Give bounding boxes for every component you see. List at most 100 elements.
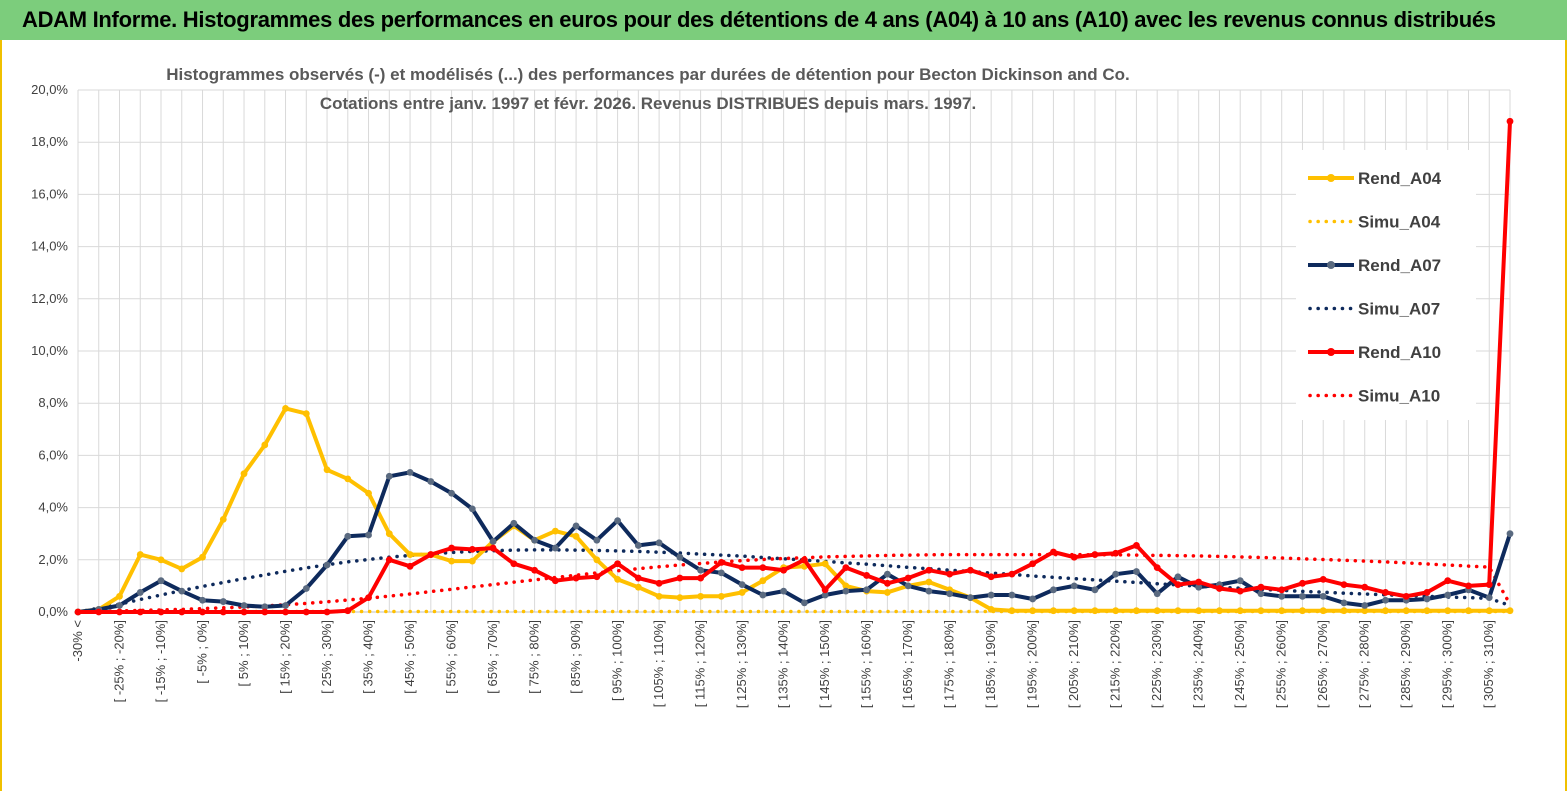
- data-point-rend_a07: [717, 569, 725, 577]
- data-point-rend_a04: [593, 556, 601, 564]
- data-point-rend_a10: [427, 551, 435, 558]
- data-point-rend_a07: [136, 589, 144, 596]
- data-point-rend_a07: [219, 598, 227, 605]
- data-point-rend_a10: [448, 544, 455, 552]
- chart-title-line: Histogrammes observés (-) et modélisés (…: [166, 65, 1130, 84]
- data-point-rend_a04: [987, 605, 995, 613]
- x-tick-label: [ 115% ; 120%]: [693, 620, 708, 707]
- data-point-rend_a10: [946, 570, 954, 578]
- data-point-rend_a07: [697, 566, 705, 574]
- data-point-rend_a10: [697, 574, 705, 582]
- data-point-rend_a10: [199, 608, 206, 616]
- title-banner: ADAM Informe. Histogrammes des performan…: [0, 0, 1567, 41]
- data-point-rend_a07: [883, 570, 891, 578]
- data-point-rend_a07: [468, 505, 476, 513]
- data-point-rend_a04: [1382, 607, 1389, 615]
- data-point-rend_a07: [655, 539, 663, 547]
- data-point-rend_a04: [1361, 607, 1369, 615]
- data-point-rend_a10: [655, 579, 663, 587]
- data-point-rend_a10: [406, 562, 414, 570]
- data-point-rend_a07: [178, 587, 186, 595]
- data-point-rend_a10: [717, 559, 725, 566]
- data-point-rend_a04: [116, 592, 123, 600]
- x-tick-label: [ 305% ; 310%]: [1481, 620, 1496, 708]
- data-point-rend_a10: [489, 544, 497, 552]
- y-tick-label: 4,0%: [38, 500, 68, 515]
- data-point-rend_a10: [1465, 582, 1472, 590]
- data-point-rend_a04: [406, 551, 414, 558]
- x-tick-label: [ 175% ; 180%]: [942, 620, 957, 708]
- y-tick-label: 10,0%: [31, 343, 68, 358]
- data-point-rend_a07: [199, 596, 206, 604]
- data-point-rend_a10: [510, 560, 518, 568]
- x-tick-label: [ 155% ; 160%]: [859, 620, 874, 708]
- data-point-rend_a10: [1382, 589, 1389, 596]
- data-point-rend_a07: [821, 591, 829, 599]
- data-point-rend_a07: [572, 522, 580, 530]
- data-point-rend_a07: [1299, 592, 1306, 600]
- data-point-rend_a07: [1236, 577, 1244, 585]
- data-point-rend_a07: [738, 581, 746, 588]
- data-point-rend_a10: [1091, 551, 1099, 558]
- data-point-rend_a04: [1278, 607, 1286, 615]
- data-point-rend_a10: [1029, 560, 1037, 568]
- x-tick-label: [ 225% ; 230%]: [1149, 620, 1164, 708]
- data-point-rend_a07: [1340, 599, 1348, 607]
- data-point-rend_a10: [1506, 117, 1514, 125]
- data-point-rend_a04: [1465, 607, 1472, 615]
- data-point-rend_a04: [157, 556, 165, 564]
- x-tick-label: [ 45% ; 50%]: [402, 620, 417, 694]
- x-tick-label: [ 165% ; 170%]: [900, 620, 915, 708]
- series-line-rend_a07: [77, 470, 1512, 614]
- data-point-rend_a07: [842, 587, 850, 595]
- report-title: ADAM Informe. Histogrammes des performan…: [22, 7, 1496, 32]
- data-point-rend_a04: [240, 470, 248, 478]
- data-point-rend_a07: [1278, 592, 1286, 600]
- data-point-rend_a10: [385, 556, 393, 564]
- data-point-rend_a10: [1008, 570, 1016, 578]
- data-point-rend_a07: [634, 542, 642, 549]
- x-tick-label: [ 215% ; 220%]: [1108, 620, 1123, 708]
- data-point-rend_a07: [780, 587, 788, 595]
- data-point-rend_a10: [676, 574, 684, 582]
- y-tick-label: 20,0%: [31, 82, 68, 97]
- data-point-rend_a07: [800, 599, 808, 607]
- data-point-rend_a10: [738, 564, 746, 572]
- data-point-rend_a04: [302, 410, 310, 418]
- data-point-rend_a07: [365, 531, 372, 539]
- data-point-rend_a07: [614, 517, 621, 525]
- x-tick-label: [ 125% ; 130%]: [734, 620, 749, 708]
- data-point-rend_a04: [1112, 607, 1120, 615]
- y-tick-label: 16,0%: [31, 186, 68, 201]
- data-point-rend_a07: [904, 582, 912, 590]
- data-point-rend_a04: [448, 557, 455, 565]
- data-point-rend_a04: [1050, 607, 1057, 615]
- data-point-rend_a04: [842, 582, 850, 590]
- data-point-rend_a10: [1174, 581, 1182, 588]
- data-point-rend_a04: [759, 577, 767, 585]
- data-point-rend_a10: [1195, 578, 1203, 586]
- data-point-rend_a04: [1340, 607, 1348, 615]
- data-point-rend_a04: [883, 589, 891, 596]
- data-point-rend_a10: [614, 560, 621, 568]
- data-point-rend_a10: [987, 573, 995, 581]
- data-point-rend_a07: [1029, 595, 1037, 603]
- data-point-rend_a10: [136, 608, 144, 616]
- data-point-rend_a04: [925, 578, 933, 586]
- data-point-rend_a07: [427, 478, 435, 485]
- series-line-rend_a10: [78, 121, 1512, 614]
- data-point-rend_a10: [219, 608, 227, 616]
- data-point-rend_a07: [510, 519, 518, 527]
- data-point-rend_a10: [593, 573, 601, 581]
- data-point-rend_a04: [821, 560, 829, 568]
- data-point-rend_a04: [1070, 607, 1078, 615]
- data-point-rend_a10: [1361, 583, 1369, 591]
- legend-marker: [1327, 174, 1335, 182]
- data-point-rend_a07: [385, 472, 393, 480]
- data-point-rend_a10: [365, 594, 372, 602]
- x-tick-label: [ 145% ; 150%]: [817, 620, 832, 708]
- series-line-rend_a04: [77, 406, 1510, 614]
- data-point-rend_a10: [1319, 575, 1327, 583]
- data-point-rend_a10: [344, 607, 352, 615]
